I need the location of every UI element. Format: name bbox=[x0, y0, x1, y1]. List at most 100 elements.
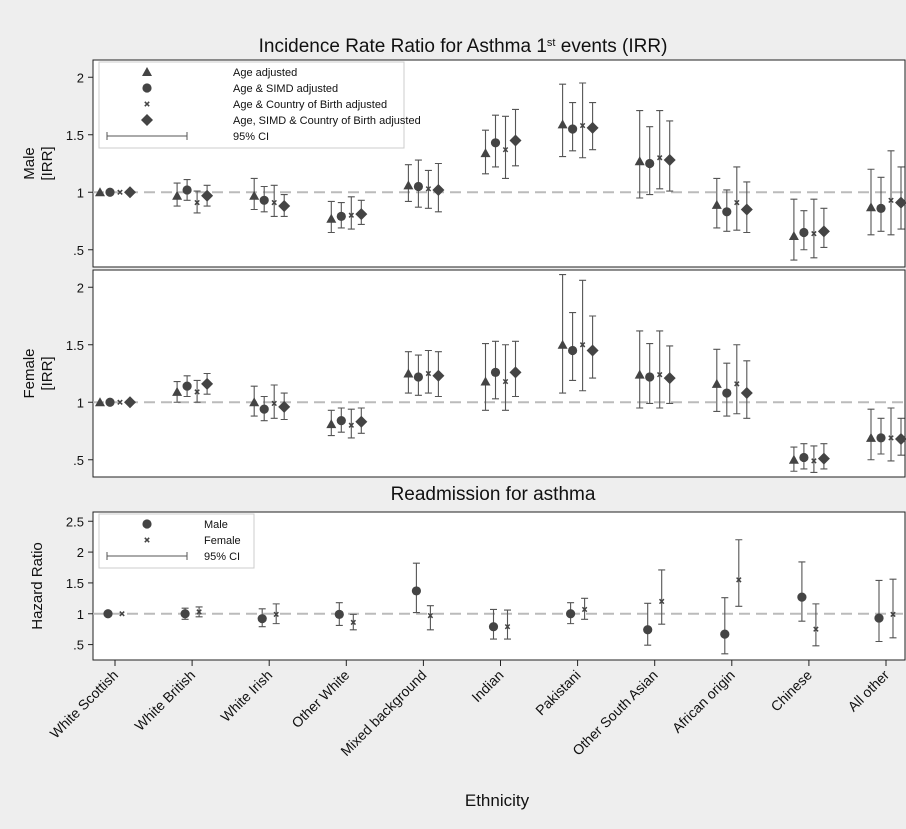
ci-whisker bbox=[810, 198, 818, 259]
legend-label-age-simd-adjusted: Age & SIMD adjusted bbox=[233, 83, 338, 95]
data-point bbox=[427, 612, 434, 619]
legend-label-female: Female bbox=[204, 535, 241, 547]
ci-whisker bbox=[721, 597, 729, 655]
series-age-country-of-birth-adjusted bbox=[117, 82, 895, 259]
y-tick-label: 1.5 bbox=[66, 338, 84, 353]
ci-whisker bbox=[270, 184, 278, 217]
data-point bbox=[799, 452, 809, 463]
data-point bbox=[734, 199, 740, 206]
ci-whisker bbox=[735, 539, 743, 607]
data-point bbox=[490, 367, 501, 377]
data-point bbox=[95, 397, 105, 407]
ci-whisker bbox=[644, 602, 652, 646]
legend-label-male: Male bbox=[204, 519, 228, 531]
x-tick-label-indian: Indian bbox=[468, 667, 506, 705]
ci-whisker bbox=[579, 82, 587, 159]
y-tick-label: .5 bbox=[73, 453, 84, 468]
x-tick-label-mixed-background: Mixed background bbox=[337, 667, 429, 759]
data-point bbox=[172, 386, 183, 396]
data-point bbox=[797, 592, 807, 602]
y-tick-label: 2.5 bbox=[66, 514, 84, 529]
data-point bbox=[663, 154, 676, 167]
data-point bbox=[874, 613, 884, 623]
legend-marker-age-adjusted bbox=[142, 67, 152, 76]
data-point bbox=[117, 399, 123, 405]
ci-whisker bbox=[810, 445, 818, 473]
data-point bbox=[509, 366, 522, 379]
data-point bbox=[634, 156, 645, 166]
data-point bbox=[194, 389, 200, 395]
y-axis-label: Male bbox=[21, 147, 38, 180]
data-point bbox=[119, 611, 125, 617]
legend-marker-95-ci bbox=[106, 132, 188, 140]
ci-whisker bbox=[658, 569, 666, 625]
data-point bbox=[799, 227, 809, 238]
data-point bbox=[656, 155, 663, 161]
series-male bbox=[103, 561, 884, 655]
data-point bbox=[259, 195, 269, 205]
data-point bbox=[811, 458, 817, 464]
data-point bbox=[888, 197, 894, 204]
ci-whisker bbox=[790, 198, 798, 261]
data-point bbox=[432, 369, 445, 382]
x-tick-label-african-origin: African origin bbox=[669, 667, 738, 736]
ci-whisker bbox=[887, 407, 895, 462]
ci-whisker bbox=[347, 408, 355, 439]
legend-marker-age-simd-adjusted bbox=[142, 83, 152, 93]
y-tick-label: .5 bbox=[73, 638, 84, 653]
series-age-simd-adjusted bbox=[105, 312, 886, 470]
data-point bbox=[355, 415, 368, 428]
ci-whisker bbox=[798, 561, 806, 622]
data-point bbox=[557, 119, 568, 129]
data-point bbox=[278, 400, 291, 413]
ci-whisker bbox=[579, 279, 587, 392]
data-point bbox=[581, 606, 588, 613]
data-point bbox=[876, 433, 886, 443]
data-point bbox=[643, 625, 653, 635]
ci-whisker bbox=[636, 330, 644, 409]
legend-top: Age adjusted Age & SIMD adjusted Age & Cou… bbox=[98, 61, 421, 149]
data-point bbox=[502, 378, 509, 385]
ci-whisker bbox=[424, 349, 432, 394]
data-point bbox=[273, 611, 279, 618]
ci-whisker bbox=[270, 384, 278, 419]
ci-whisker bbox=[559, 274, 567, 394]
series-age-simd-country-of-birth-adjusted bbox=[124, 102, 906, 248]
ci-whisker bbox=[733, 166, 741, 231]
data-point bbox=[509, 134, 522, 147]
data-point bbox=[557, 339, 568, 349]
panel-title-readmission: Readmission for asthma bbox=[391, 484, 596, 505]
data-point bbox=[866, 432, 876, 442]
data-point bbox=[124, 186, 136, 199]
data-point bbox=[656, 371, 663, 378]
data-point bbox=[586, 121, 599, 134]
data-point bbox=[890, 611, 896, 618]
data-point bbox=[334, 609, 344, 619]
panel-title-incidence: Incidence Rate Ratio for Asthma 1st even… bbox=[259, 36, 668, 57]
data-point bbox=[788, 230, 799, 240]
data-point bbox=[480, 148, 491, 158]
data-point bbox=[566, 609, 576, 619]
legend-marker-female bbox=[144, 537, 150, 543]
data-point bbox=[736, 577, 742, 583]
title-tail: events (IRR) bbox=[555, 36, 667, 57]
data-point bbox=[326, 419, 337, 429]
data-point bbox=[278, 200, 291, 213]
data-point bbox=[568, 124, 578, 134]
x-tick-label-chinese: Chinese bbox=[767, 667, 815, 715]
data-point bbox=[249, 397, 260, 407]
series-age-country-of-birth-adjusted bbox=[117, 279, 895, 473]
x-axis-title: Ethnicity bbox=[465, 791, 530, 810]
data-point bbox=[895, 433, 906, 446]
legend-label-age-country-of-birth-adjusted: Age & Country of Birth adjusted bbox=[233, 99, 387, 111]
data-point bbox=[480, 376, 491, 386]
data-point bbox=[579, 122, 586, 129]
data-point bbox=[336, 416, 346, 426]
data-point bbox=[490, 138, 501, 148]
legend-marker-age-simd-country-of-birth-adjusted bbox=[141, 114, 153, 126]
legend-box bbox=[98, 513, 255, 569]
legend-label-age-adjusted: Age adjusted bbox=[233, 67, 297, 79]
data-point bbox=[172, 190, 183, 200]
data-point bbox=[271, 400, 277, 407]
y-tick-label: 1.5 bbox=[66, 128, 84, 143]
